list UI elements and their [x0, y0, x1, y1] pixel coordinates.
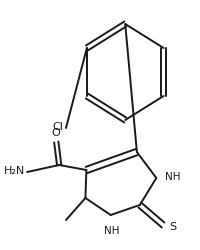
- Text: Cl: Cl: [53, 122, 63, 132]
- Text: NH: NH: [103, 226, 119, 235]
- Text: S: S: [169, 222, 176, 232]
- Text: H₂N: H₂N: [4, 166, 25, 176]
- Text: O: O: [51, 128, 59, 138]
- Text: NH: NH: [164, 172, 179, 182]
